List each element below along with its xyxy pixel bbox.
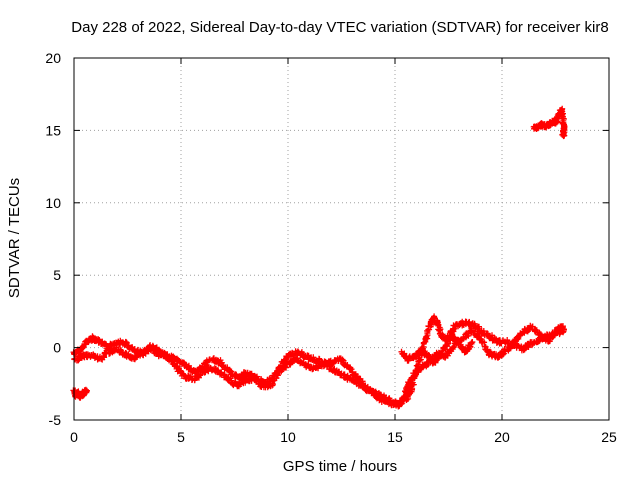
- y-tick-label: 5: [53, 267, 61, 283]
- series-trace-a: [70, 313, 567, 409]
- data-marker: [71, 322, 567, 410]
- y-tick-label: 15: [45, 122, 61, 138]
- x-axis-label: GPS time / hours: [283, 458, 397, 475]
- data-points: [70, 105, 568, 410]
- series-trace-early-low: [70, 386, 90, 401]
- chart-title: Day 228 of 2022, Sidereal Day-to-day VTE…: [71, 19, 608, 36]
- y-axis-label: SDTVAR / TECUs: [6, 178, 23, 298]
- data-marker: [398, 331, 476, 367]
- plot-frame: [73, 57, 610, 421]
- grid-lines: [74, 58, 609, 420]
- x-tick-label: 25: [601, 429, 617, 445]
- series-trace-b: [71, 322, 567, 410]
- data-marker: [70, 386, 90, 401]
- data-marker: [70, 313, 567, 409]
- y-tick-label: 20: [45, 50, 61, 66]
- axis-ticks: 0 5 10 15 20 25 -5 0 5 10 15 20: [45, 50, 617, 445]
- series-trace-high: [530, 105, 568, 140]
- x-tick-label: 15: [387, 429, 403, 445]
- x-tick-label: 0: [70, 429, 78, 445]
- x-tick-label: 5: [177, 429, 185, 445]
- y-tick-label: -5: [49, 412, 62, 428]
- series-trace-c: [398, 331, 476, 367]
- data-marker: [530, 105, 568, 140]
- y-tick-label: 0: [53, 340, 61, 356]
- x-tick-label: 10: [280, 429, 296, 445]
- x-tick-label: 20: [494, 429, 510, 445]
- y-tick-label: 10: [45, 195, 61, 211]
